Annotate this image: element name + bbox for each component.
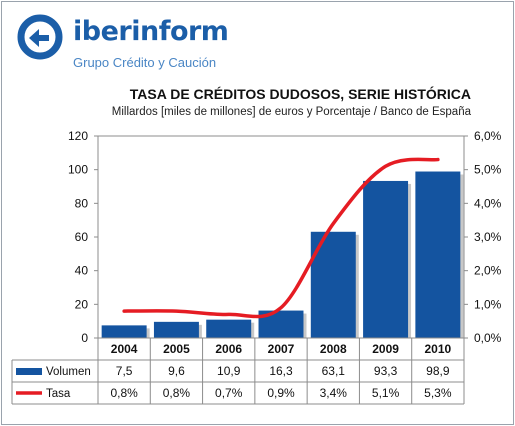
legend-label-tasa: Tasa bbox=[46, 388, 71, 400]
data-label-tasa-2005: 0,8% bbox=[163, 386, 191, 400]
data-label-tasa-2008: 3,4% bbox=[320, 386, 348, 400]
brand-name: iberinform bbox=[73, 16, 229, 47]
bar-volumen-2004 bbox=[101, 325, 147, 338]
brand-tagline: Grupo Crédito y Caución bbox=[73, 55, 217, 70]
data-label-volumen-2010: 98,9 bbox=[426, 364, 450, 378]
x-tick-label-2006: 2006 bbox=[215, 342, 242, 356]
brand-name-part2: inform bbox=[131, 16, 229, 47]
legend-label-volumen: Volumen bbox=[46, 366, 91, 378]
y-right-tick-label: 4,0% bbox=[474, 196, 502, 210]
data-label-tasa-2006: 0,7% bbox=[215, 386, 243, 400]
y-right-tick-label: 1,0% bbox=[474, 297, 502, 311]
data-label-volumen-2005: 9,6 bbox=[168, 364, 185, 378]
legend-key-volumen bbox=[16, 368, 42, 375]
x-tick-label-2010: 2010 bbox=[425, 342, 452, 356]
bar-volumen-2009 bbox=[363, 180, 409, 338]
x-tick-label-2005: 2005 bbox=[163, 342, 190, 356]
data-label-volumen-2007: 16,3 bbox=[269, 364, 293, 378]
data-label-volumen-2004: 7,5 bbox=[116, 364, 133, 378]
chart-subtitle: Millardos [miles de millones] de euros y… bbox=[111, 106, 471, 118]
y-right-tick-label: 5,0% bbox=[474, 163, 502, 177]
data-label-tasa-2007: 0,9% bbox=[267, 386, 295, 400]
iberinform-logo-icon bbox=[17, 14, 63, 60]
x-tick-label-2004: 2004 bbox=[111, 342, 138, 356]
y-left-tick-label: 20 bbox=[75, 297, 89, 311]
y-left-tick-label: 0 bbox=[81, 331, 88, 345]
y-right-tick-label: 0,0% bbox=[474, 331, 502, 345]
x-tick-label-2009: 2009 bbox=[372, 342, 399, 356]
y-right-tick-label: 2,0% bbox=[474, 264, 502, 278]
y-right-tick-label: 6,0% bbox=[474, 129, 502, 143]
y-right-tick-label: 3,0% bbox=[474, 230, 502, 244]
chart-title: TASA DE CRÉDITOS DUDOSOS, SERIE HISTÓRIC… bbox=[129, 86, 471, 102]
x-tick-label-2007: 2007 bbox=[268, 342, 295, 356]
x-tick-label-2008: 2008 bbox=[320, 342, 347, 356]
y-left-tick-label: 80 bbox=[75, 196, 89, 210]
data-label-tasa-2010: 5,3% bbox=[424, 386, 452, 400]
data-label-volumen-2006: 10,9 bbox=[217, 364, 241, 378]
bar-volumen-2010 bbox=[415, 171, 461, 338]
data-label-volumen-2009: 93,3 bbox=[374, 364, 398, 378]
y-left-tick-label: 100 bbox=[68, 163, 88, 177]
brand-name-part1: iber bbox=[73, 16, 132, 47]
bar-volumen-2005 bbox=[153, 321, 199, 338]
data-label-tasa-2009: 5,1% bbox=[372, 386, 400, 400]
y-left-tick-label: 120 bbox=[68, 129, 88, 143]
y-left-tick-label: 60 bbox=[75, 230, 89, 244]
data-label-tasa-2004: 0,8% bbox=[110, 386, 138, 400]
y-left-tick-label: 40 bbox=[75, 264, 89, 278]
data-label-volumen-2008: 63,1 bbox=[322, 364, 346, 378]
bar-volumen-2006 bbox=[206, 319, 252, 338]
